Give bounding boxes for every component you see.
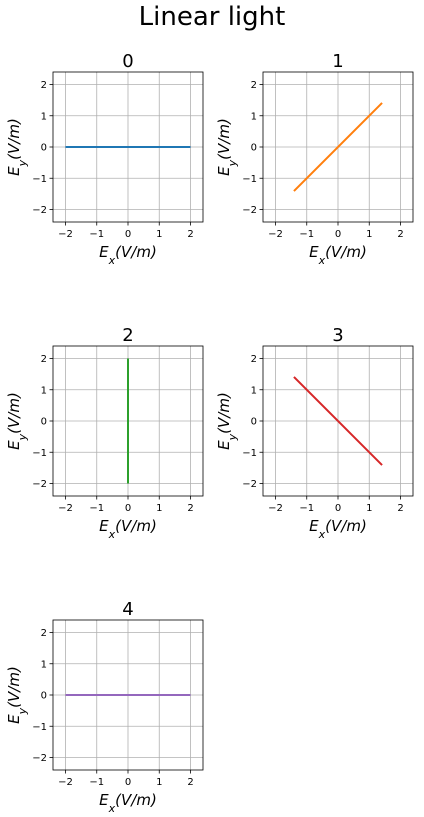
x-tick-label: 1 [156, 229, 162, 240]
y-tick-label: 0 [41, 143, 47, 154]
subplot-title: 0 [122, 51, 133, 72]
x-axis-label: Ex(V/m) [99, 517, 157, 541]
subplot-4: 4 −2 −2 −1 −1 0 0 1 1 2 2 Ex(V/m) Ey(V/m) [5, 599, 204, 815]
x-tick-label: 2 [397, 229, 403, 240]
x-tick-label: 0 [335, 503, 341, 514]
subplot-title: 1 [332, 51, 343, 72]
x-tick-label: 1 [366, 229, 372, 240]
y-tick-label: 1 [41, 385, 47, 396]
x-tick-label: 1 [366, 503, 372, 514]
x-tick-label: −2 [268, 229, 283, 240]
y-tick-label: 2 [251, 354, 257, 365]
x-axis-label: Ex(V/m) [99, 243, 157, 267]
y-tick-label: 2 [41, 354, 47, 365]
x-axis-label: Ex(V/m) [309, 243, 367, 267]
y-tick-label: −1 [32, 174, 47, 185]
x-tick-label: −1 [89, 777, 104, 788]
x-tick-label: −2 [58, 777, 73, 788]
x-tick-label: 2 [187, 229, 193, 240]
y-tick-label: −2 [242, 479, 257, 490]
y-tick-label: −2 [32, 753, 47, 764]
y-axis-label: Ey(V/m) [215, 118, 239, 176]
x-axis-label: Ex(V/m) [309, 517, 367, 541]
y-tick-label: 0 [41, 691, 47, 702]
x-tick-label: −1 [299, 229, 314, 240]
subplot-title: 4 [122, 599, 133, 620]
y-tick-label: 0 [251, 143, 257, 154]
y-axis-label: Ey(V/m) [215, 392, 239, 450]
x-tick-label: 2 [397, 503, 403, 514]
figure-title: Linear light [138, 2, 286, 32]
x-tick-label: −1 [299, 503, 314, 514]
y-axis-label: Ey(V/m) [5, 118, 29, 176]
x-tick-label: −1 [89, 503, 104, 514]
y-tick-label: 1 [41, 111, 47, 122]
series-line [293, 376, 383, 466]
y-tick-label: 1 [251, 111, 257, 122]
subplot-1: 1 −2 −2 −1 −1 0 0 1 1 2 2 Ex(V/m) Ey(V/m) [215, 51, 414, 267]
y-axis-label: Ey(V/m) [5, 392, 29, 450]
y-tick-label: 2 [251, 80, 257, 91]
x-axis-label: Ex(V/m) [99, 791, 157, 815]
y-tick-label: 2 [41, 80, 47, 91]
y-tick-label: 0 [251, 417, 257, 428]
x-tick-label: 0 [125, 777, 131, 788]
x-tick-label: −2 [58, 503, 73, 514]
x-tick-label: 0 [125, 229, 131, 240]
y-tick-label: 0 [41, 417, 47, 428]
x-tick-label: 1 [156, 777, 162, 788]
y-tick-label: −2 [32, 205, 47, 216]
x-tick-label: 1 [156, 503, 162, 514]
subplot-title: 2 [122, 325, 133, 346]
x-tick-label: 2 [187, 503, 193, 514]
subplot-title: 3 [332, 325, 343, 346]
y-tick-label: −1 [242, 174, 257, 185]
x-tick-label: −2 [268, 503, 283, 514]
x-tick-label: −1 [89, 229, 104, 240]
x-tick-label: 0 [335, 229, 341, 240]
y-tick-label: −1 [32, 722, 47, 733]
x-tick-label: 2 [187, 777, 193, 788]
subplot-0: 0 −2 −2 −1 −1 0 0 1 1 2 2 Ex(V/m) Ey(V/m) [5, 51, 204, 267]
y-axis-label: Ey(V/m) [5, 666, 29, 724]
y-tick-label: −2 [242, 205, 257, 216]
subplot-3: 3 −2 −2 −1 −1 0 0 1 1 2 2 Ex(V/m) Ey(V/m) [215, 325, 414, 541]
y-tick-label: 2 [41, 628, 47, 639]
y-tick-label: 1 [251, 385, 257, 396]
series-line [293, 102, 383, 192]
x-tick-label: −2 [58, 229, 73, 240]
y-tick-label: −2 [32, 479, 47, 490]
y-tick-label: −1 [32, 448, 47, 459]
x-tick-label: 0 [125, 503, 131, 514]
y-tick-label: 1 [41, 659, 47, 670]
y-tick-label: −1 [242, 448, 257, 459]
subplot-2: 2 −2 −2 −1 −1 0 0 1 1 2 2 Ex(V/m) Ey(V/m) [5, 325, 204, 541]
